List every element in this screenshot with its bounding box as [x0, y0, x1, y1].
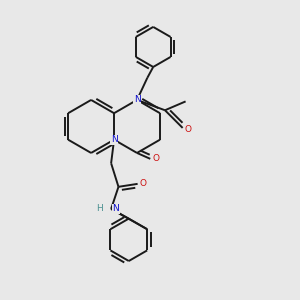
Text: O: O [140, 179, 146, 188]
Text: N: N [112, 204, 119, 213]
Text: O: O [152, 154, 159, 163]
Text: H: H [96, 204, 103, 213]
Text: N: N [134, 95, 140, 104]
Text: N: N [111, 135, 117, 144]
Text: O: O [184, 125, 191, 134]
